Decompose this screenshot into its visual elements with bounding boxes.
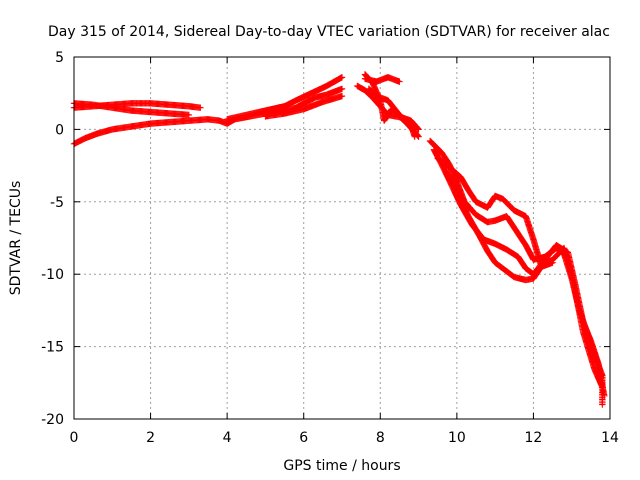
series-track-10 (426, 137, 606, 408)
y-tick-label: 5 (55, 50, 64, 66)
x-tick-label: 14 (601, 430, 619, 446)
data-points (70, 71, 608, 408)
series-track-4 (223, 74, 346, 123)
plus-marker (338, 85, 346, 93)
y-tick-label: -5 (50, 195, 64, 211)
series-track-2 (70, 100, 193, 119)
x-tick-label: 8 (376, 430, 385, 446)
plus-marker (396, 78, 403, 85)
x-tick-label: 10 (448, 430, 466, 446)
plus-marker (414, 124, 421, 132)
plus-marker (599, 383, 606, 391)
plus-marker (415, 126, 422, 133)
y-tick-label: -15 (41, 340, 64, 356)
series-track-12 (434, 155, 606, 391)
y-axis-label: SDTVAR / TECUs (8, 181, 24, 296)
plus-marker (549, 259, 556, 266)
plus-marker (338, 74, 346, 81)
plus-marker (338, 92, 346, 100)
x-tick-label: 12 (525, 430, 543, 446)
chart-title: Day 315 of 2014, Sidereal Day-to-day VTE… (48, 24, 610, 40)
series-track-9 (365, 85, 418, 140)
x-tick-label: 4 (223, 430, 232, 446)
plus-marker (197, 104, 204, 111)
x-tick-label: 2 (146, 430, 155, 446)
plus-marker (414, 125, 422, 132)
series-track-5 (262, 92, 346, 120)
x-tick-label: 0 (70, 430, 79, 446)
series-track-13 (442, 166, 556, 284)
y-tick-label: 0 (55, 122, 64, 138)
y-tick-label: -20 (41, 412, 64, 428)
x-axis-label: GPS time / hours (283, 458, 400, 474)
x-tick-label: 6 (299, 430, 308, 446)
y-tick-label: -10 (41, 267, 64, 283)
axis-ticks: 0 2 4 6 8 10 12 14 5 0 -5 -10 -15 -20 (41, 50, 619, 446)
plus-marker (411, 133, 418, 140)
series-track-8 (361, 74, 403, 85)
plot-frame (73, 56, 611, 420)
plus-marker (599, 401, 606, 408)
plus-marker (185, 111, 193, 119)
plus-marker (601, 392, 608, 400)
